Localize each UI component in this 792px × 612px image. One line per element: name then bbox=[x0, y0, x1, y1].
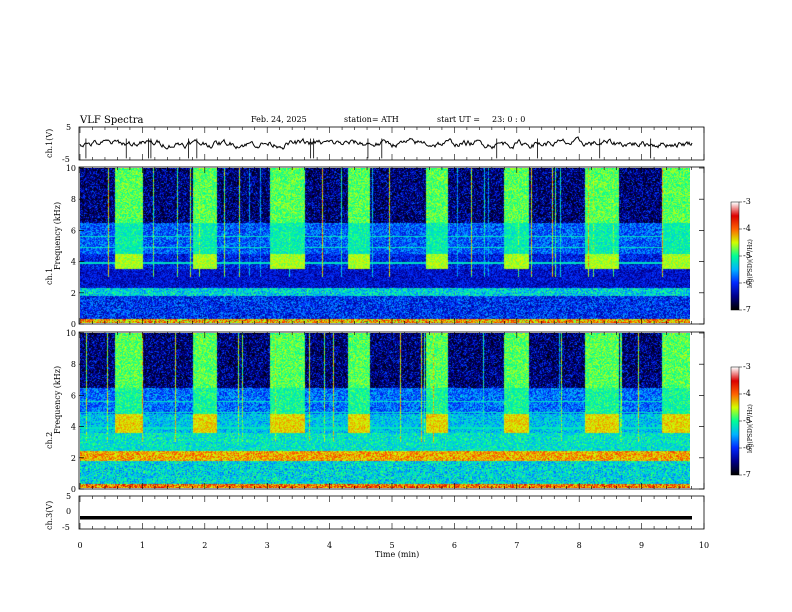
figure-title: VLF Spectra bbox=[79, 115, 144, 126]
ch1-waveform-frame bbox=[78, 126, 705, 161]
time-axis-tick-label: 0 bbox=[77, 541, 82, 550]
ch3-ytick-top: 5 bbox=[66, 492, 71, 501]
ch2-spectrogram-yticks: 0 2 4 6 8 10 bbox=[66, 329, 704, 494]
ch1-ytick-top: 5 bbox=[66, 123, 71, 132]
ch1-waveform-spikes bbox=[85, 138, 652, 159]
date-label: Feb. 24, 2025 bbox=[251, 115, 307, 124]
spectrogram-ytick-label: 4 bbox=[71, 258, 76, 267]
ch1-spectrogram-frame bbox=[78, 166, 705, 325]
spectrogram-ytick-label: 0 bbox=[71, 485, 76, 494]
colorbar-tick-label: -5 bbox=[743, 416, 751, 425]
ch1-waveform-line bbox=[79, 136, 693, 150]
spectrogram-ytick-label: 0 bbox=[71, 320, 76, 329]
colorbar-tick-label: -6 bbox=[743, 278, 751, 287]
time-axis-tick-label: 7 bbox=[514, 541, 519, 550]
ch3-ytick-bottom: -5 bbox=[62, 523, 70, 532]
ch2-spec-ylabel: Frequency (kHz) bbox=[53, 366, 62, 434]
ch1-ytick-bottom: -5 bbox=[62, 155, 70, 164]
ch3-waveform-frame bbox=[78, 495, 705, 530]
colorbar-tick-label: -4 bbox=[743, 389, 751, 398]
colorbar-tick-label: -3 bbox=[743, 197, 751, 206]
time-axis-tick-label: 10 bbox=[699, 541, 709, 550]
time-axis-tick-label: 5 bbox=[389, 541, 394, 550]
time-axis-tick-label: 1 bbox=[140, 541, 145, 550]
time-axis-tick-label: 8 bbox=[577, 541, 582, 550]
spectrogram-ytick-label: 4 bbox=[71, 423, 76, 432]
colorbar-tick-label: -6 bbox=[743, 443, 751, 452]
time-axis-label: Time (min) bbox=[375, 550, 419, 559]
spectrogram-ytick-label: 8 bbox=[71, 195, 76, 204]
time-axis-tick-label: 9 bbox=[639, 541, 644, 550]
ch3-ylabel: ch.3(V) bbox=[45, 501, 54, 530]
ch1-spec-ylabel-channel: ch.1 bbox=[45, 268, 54, 285]
spectrogram-ytick-label: 10 bbox=[66, 164, 76, 173]
ch1-colorbar bbox=[731, 202, 739, 310]
colorbar-tick-label: -5 bbox=[743, 251, 751, 260]
colorbar-tick-label: -4 bbox=[743, 224, 751, 233]
time-axis-tick-label: 2 bbox=[202, 541, 207, 550]
ch1-spec-ylabel: Frequency (kHz) bbox=[53, 202, 62, 270]
colorbar-tick-label: -7 bbox=[743, 470, 751, 479]
ch2-spec-ylabel-channel: ch.2 bbox=[45, 432, 54, 449]
station-label: station= ATH bbox=[344, 115, 399, 124]
colorbar-tick-label: -7 bbox=[743, 305, 751, 314]
time-axis-ticks: 0 1 2 3 4 5 6 7 8 9 10 bbox=[77, 127, 709, 550]
spectrogram-ytick-label: 2 bbox=[71, 454, 76, 463]
spectrogram-ytick-label: 8 bbox=[71, 360, 76, 369]
colorbar-tick-label: -3 bbox=[743, 362, 751, 371]
ch1-ylabel: ch.1(V) bbox=[45, 129, 54, 158]
ch3-ytick-mid: 0 bbox=[66, 507, 71, 516]
ch1-colorbar-frame bbox=[730, 201, 740, 311]
spectrogram-ytick-label: 10 bbox=[66, 329, 76, 338]
ch2-colorbar-frame bbox=[730, 366, 740, 476]
time-axis-tick-label: 6 bbox=[452, 541, 457, 550]
ch2-colorbar-ticks: -3 -4 -5 -6 -7 bbox=[739, 362, 751, 479]
ch1-spectrogram-yticks: 0 2 4 6 8 10 bbox=[66, 164, 704, 329]
ch2-spectrogram-frame bbox=[78, 331, 705, 490]
spectrogram-ytick-label: 2 bbox=[71, 289, 76, 298]
spectrogram-ytick-label: 6 bbox=[71, 391, 76, 400]
start-time-label: 23: 0 : 0 bbox=[492, 115, 525, 124]
ch2-colorbar-label: log(PSD)(V²/Hz) bbox=[747, 404, 754, 453]
start-ut-label: start UT = bbox=[437, 115, 480, 124]
ch1-colorbar-label: log(PSD)(V²/Hz) bbox=[747, 239, 754, 288]
ch2-colorbar bbox=[731, 367, 739, 475]
ch1-spectrogram-image bbox=[80, 168, 690, 323]
spectrogram-ytick-label: 6 bbox=[71, 226, 76, 235]
ch1-colorbar-ticks: -3 -4 -5 -6 -7 bbox=[739, 197, 751, 314]
time-axis-tick-label: 3 bbox=[265, 541, 270, 550]
ch2-spectrogram-image bbox=[80, 333, 690, 488]
time-axis-tick-label: 4 bbox=[327, 541, 332, 550]
